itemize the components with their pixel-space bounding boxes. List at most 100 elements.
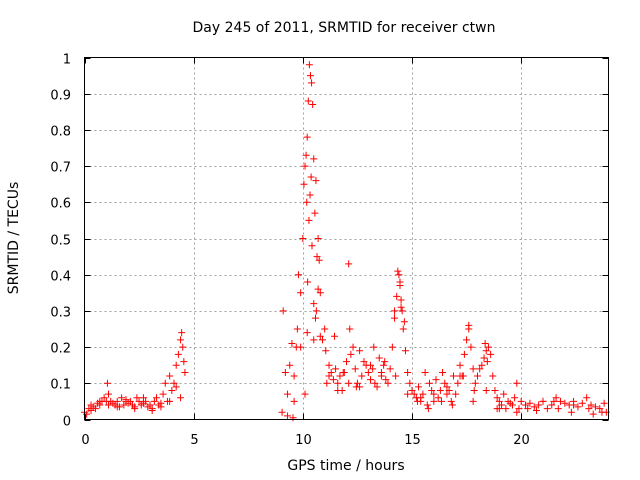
data-point	[425, 379, 433, 387]
data-point	[543, 405, 551, 413]
data-point	[498, 401, 506, 409]
data-point	[441, 379, 449, 387]
data-point	[419, 390, 427, 398]
y-tick-label: 0.4	[50, 270, 71, 285]
data-point	[352, 383, 360, 391]
data-point	[391, 314, 399, 322]
data-point	[460, 350, 468, 358]
data-point	[310, 336, 318, 344]
data-point	[478, 361, 486, 369]
data-point	[315, 256, 323, 264]
data-point	[303, 133, 311, 141]
data-points	[81, 61, 610, 422]
data-point	[96, 397, 104, 405]
data-point	[105, 390, 113, 398]
data-point	[360, 358, 368, 366]
data-point	[311, 209, 319, 217]
data-point	[305, 216, 313, 224]
data-point	[423, 401, 431, 409]
data-point	[524, 405, 532, 413]
data-point	[448, 401, 456, 409]
data-point	[373, 383, 381, 391]
data-point	[430, 397, 438, 405]
data-point	[410, 390, 418, 398]
data-point	[424, 405, 432, 413]
data-point	[552, 394, 560, 402]
data-point	[150, 397, 158, 405]
data-point	[330, 332, 338, 340]
data-point	[600, 399, 608, 407]
data-point	[404, 368, 412, 376]
data-point	[400, 318, 408, 326]
data-point	[381, 358, 389, 366]
data-point	[302, 151, 310, 159]
data-point	[415, 383, 423, 391]
y-tick-label: 0.3	[50, 306, 71, 321]
data-point	[174, 350, 182, 358]
data-point	[306, 72, 314, 80]
data-point	[596, 405, 604, 413]
data-point	[443, 390, 451, 398]
data-point	[316, 289, 324, 297]
data-point	[153, 394, 161, 402]
data-point	[113, 403, 121, 411]
data-point	[386, 365, 394, 373]
data-point	[574, 403, 582, 411]
data-point	[303, 329, 311, 337]
data-point	[454, 379, 462, 387]
data-point	[293, 325, 301, 333]
data-point	[310, 155, 318, 163]
data-point	[313, 253, 321, 261]
data-point	[284, 412, 292, 420]
data-point	[170, 379, 178, 387]
data-point	[308, 79, 316, 87]
data-point	[530, 403, 538, 411]
data-point	[554, 405, 562, 413]
data-point	[463, 336, 471, 344]
data-point	[500, 390, 508, 398]
data-point	[310, 300, 318, 308]
data-point	[358, 372, 366, 380]
data-point	[312, 307, 320, 315]
data-point	[578, 399, 586, 407]
x-tick-label: 20	[513, 433, 530, 448]
data-point	[392, 372, 400, 380]
data-point	[452, 390, 460, 398]
data-point	[384, 379, 392, 387]
data-point	[508, 401, 516, 409]
data-point	[583, 394, 591, 402]
data-point	[513, 408, 521, 416]
data-point	[103, 379, 111, 387]
data-point	[482, 347, 490, 355]
data-point	[522, 401, 530, 409]
y-axis-label: SRMTID / TECUs	[6, 182, 22, 295]
data-point	[297, 289, 305, 297]
data-point	[589, 410, 597, 418]
data-point	[408, 387, 416, 395]
data-point	[395, 271, 403, 279]
data-point	[100, 394, 108, 402]
data-point	[318, 336, 326, 344]
data-point	[585, 405, 593, 413]
data-point	[532, 406, 540, 414]
data-point	[511, 394, 519, 402]
data-point	[561, 399, 569, 407]
data-point	[159, 390, 167, 398]
data-point	[351, 365, 359, 373]
y-tick-label: 0.7	[50, 161, 71, 176]
data-point	[469, 397, 477, 405]
data-point	[339, 368, 347, 376]
data-point	[345, 379, 353, 387]
data-point	[391, 307, 399, 315]
data-point	[474, 372, 481, 380]
data-point	[314, 235, 322, 242]
data-point	[406, 379, 414, 387]
data-point	[303, 198, 311, 206]
data-point	[148, 406, 156, 414]
data-point	[459, 372, 467, 380]
data-point	[482, 387, 490, 395]
data-point	[480, 354, 488, 362]
x-tick-labels: 0 5 10 15 20	[81, 433, 529, 448]
x-tick-label: 5	[190, 433, 198, 448]
y-tick-label: 0.5	[50, 234, 71, 249]
